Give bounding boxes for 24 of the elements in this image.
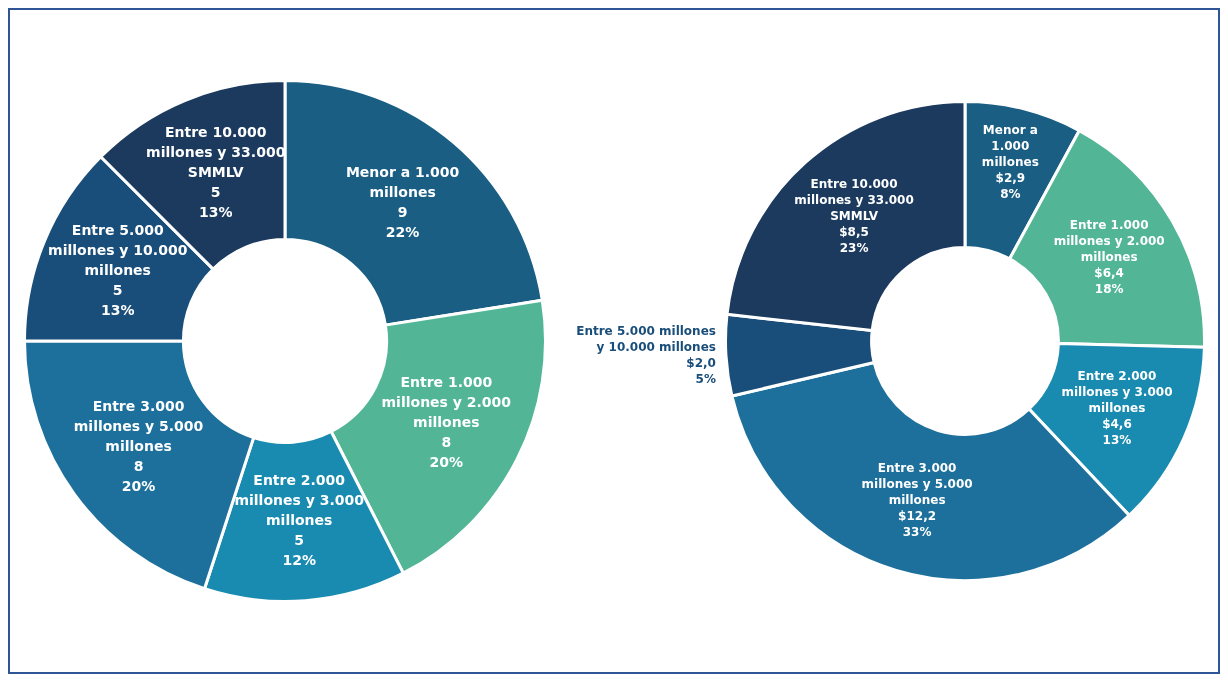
slice-label: Entre 10.000 millones y 33.000 SMMLV bbox=[145, 124, 286, 181]
data-label: 5 12% bbox=[281, 532, 316, 569]
slice-label: Entre 10.000 millones y 33.000 SMMLV bbox=[793, 177, 914, 224]
slice-label: Entre 3.000 millones y 5.000 millones bbox=[73, 398, 204, 455]
slice-label: Entre 2.000 millones y 3.000 millones bbox=[1060, 369, 1172, 416]
data-label: 8 20% bbox=[429, 433, 463, 470]
data-label: 5 13% bbox=[100, 282, 134, 319]
data-label: 9 22% bbox=[385, 203, 419, 240]
slice-label: Entre 2.000 millones y 3.000 millones bbox=[233, 472, 364, 529]
data-label: 5 13% bbox=[198, 184, 232, 221]
slice-label: Entre 3.000 millones y 5.000 millones bbox=[861, 460, 973, 507]
slice-label: Menor a 1.000 millones bbox=[345, 163, 460, 200]
data-label: $8,5 23% bbox=[838, 225, 869, 256]
slice-label: Entre 5.000 millones y 10.000 millones bbox=[575, 324, 716, 355]
slice-label: Entre 5.000 millones y 10.000 millones bbox=[47, 222, 188, 279]
data-label: $2,9 8% bbox=[995, 170, 1025, 201]
slice-label: Menor a 1.000 millones bbox=[981, 122, 1039, 169]
slice-label: Entre 1.000 millones y 2.000 millones bbox=[381, 373, 511, 430]
data-label: $6,4 18% bbox=[1093, 265, 1124, 296]
data-label: $12,2 33% bbox=[897, 508, 936, 539]
data-label: $4,6 13% bbox=[1101, 417, 1132, 448]
data-label: 8 20% bbox=[121, 458, 155, 495]
data-label: $2,0 5% bbox=[685, 356, 716, 387]
slice-label: Entre 1.000 millones y 2.000 millones bbox=[1053, 217, 1165, 264]
